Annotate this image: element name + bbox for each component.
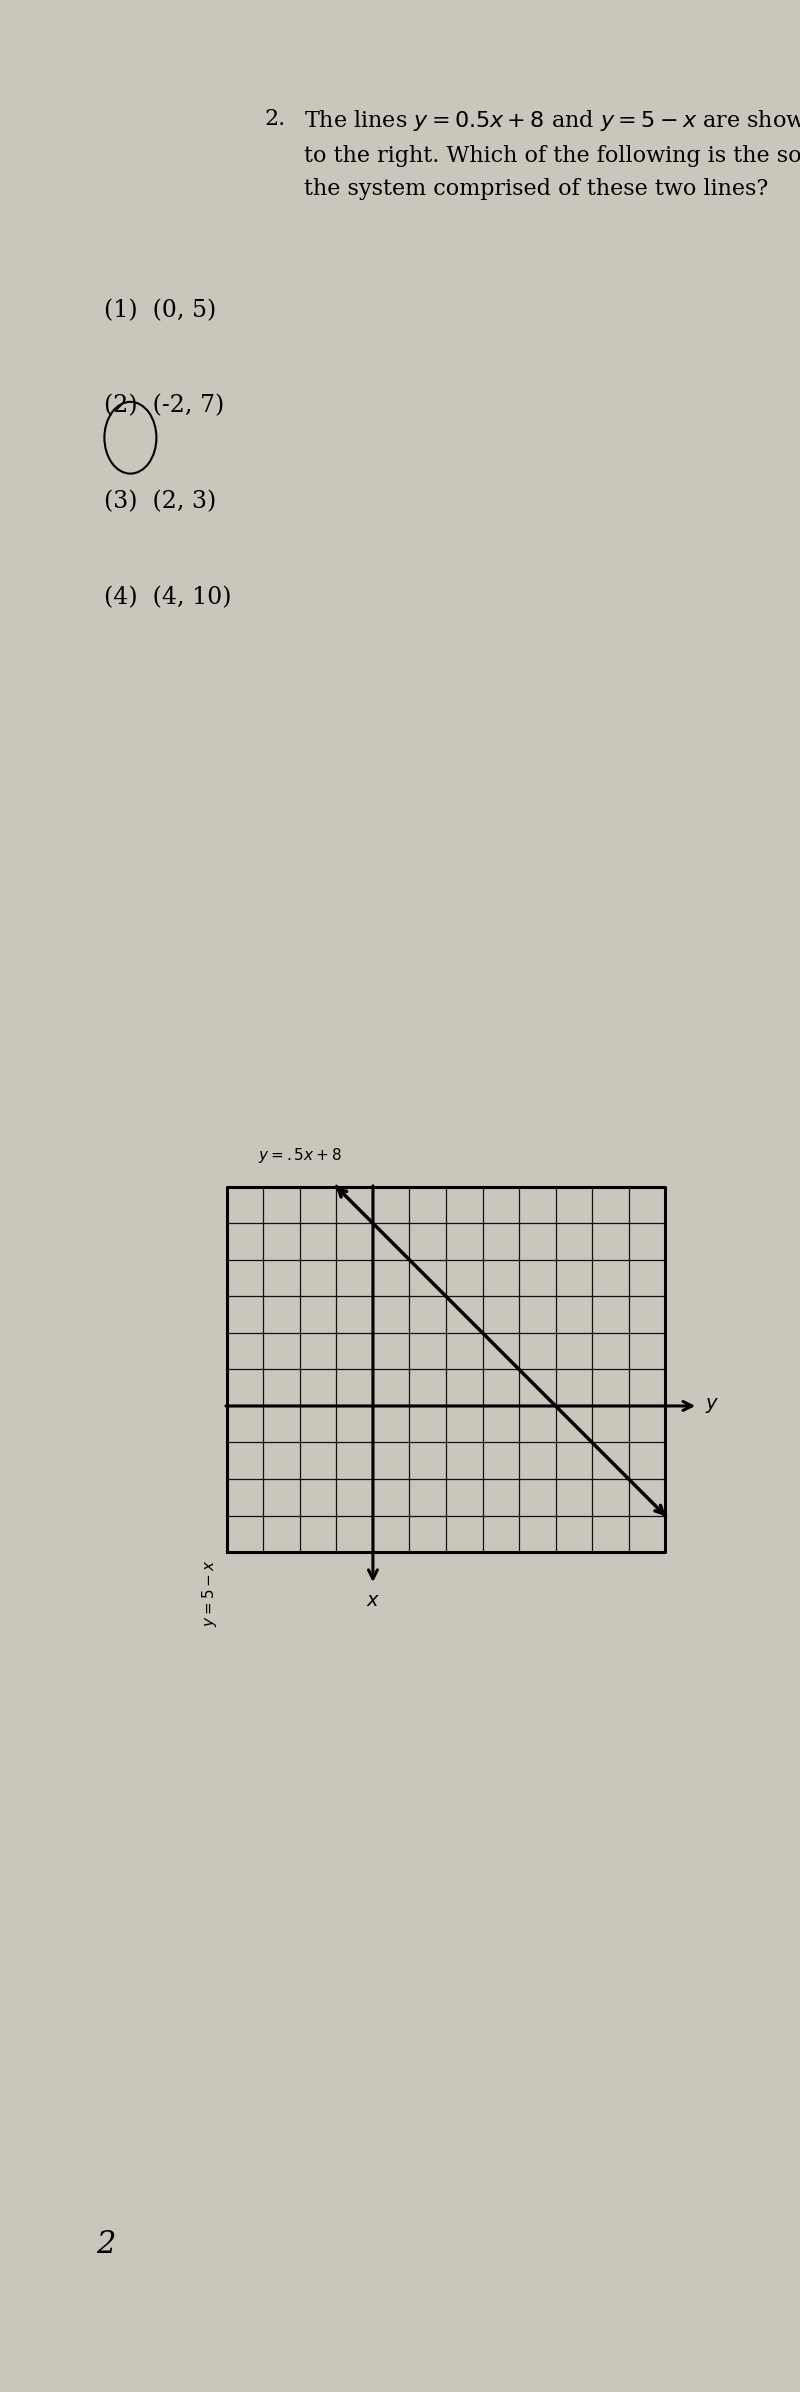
Text: $y = .5x + 8$: $y = .5x + 8$ bbox=[258, 1146, 342, 1165]
Text: (4)  (4, 10): (4) (4, 10) bbox=[104, 586, 231, 610]
Text: 2: 2 bbox=[96, 2229, 115, 2260]
Text: 2.: 2. bbox=[264, 108, 286, 129]
Text: $y$: $y$ bbox=[706, 1397, 720, 1416]
Text: (3)  (2, 3): (3) (2, 3) bbox=[104, 490, 216, 514]
Text: $x$: $x$ bbox=[366, 1593, 380, 1610]
Text: $y = 5 - x$: $y = 5 - x$ bbox=[201, 1560, 219, 1627]
Text: (1)  (0, 5): (1) (0, 5) bbox=[104, 299, 216, 323]
Text: (2)  (-2, 7): (2) (-2, 7) bbox=[104, 395, 224, 419]
Text: The lines $y = 0.5x + 8$ and $y = 5 - x$ are shown graphed
to the right. Which o: The lines $y = 0.5x + 8$ and $y = 5 - x$… bbox=[304, 108, 800, 201]
